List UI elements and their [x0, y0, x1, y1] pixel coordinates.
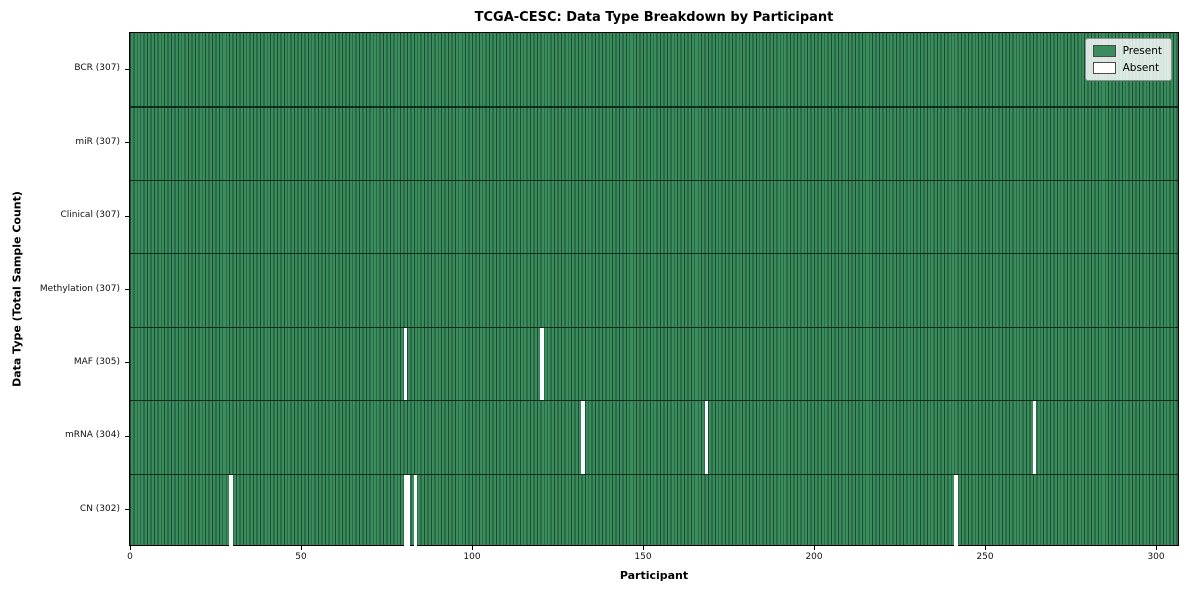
absent-gap-MAF-80	[403, 327, 408, 401]
absent-gap-mRNA-264	[1032, 401, 1037, 474]
xtick-label-250: 250	[976, 552, 994, 562]
ytick-label-mRNA: mRNA (304)	[65, 430, 120, 441]
absent-gap-CN-241	[954, 474, 958, 547]
xtick-label-300: 300	[1147, 552, 1165, 562]
x-axis-label: Participant	[619, 569, 689, 582]
xtick-mark	[130, 546, 131, 550]
absent-gap-CN-29	[229, 474, 233, 547]
absent-gap-CN-83	[413, 474, 418, 547]
xtick-label-200: 200	[805, 552, 823, 562]
absent-gap-CN-81	[407, 474, 411, 547]
legend: Present Absent	[1084, 38, 1172, 81]
ytick-mark	[124, 435, 129, 437]
absent-swatch	[1092, 62, 1116, 74]
absent-gap-mRNA-168	[704, 401, 708, 474]
legend-item-present: Present	[1092, 45, 1162, 57]
legend-item-absent: Absent	[1092, 62, 1162, 74]
absent-gap-CN-80	[403, 474, 408, 547]
y-axis-label: Data Type (Total Sample Count)	[10, 191, 24, 387]
xtick-mark	[643, 546, 645, 550]
legend-label-absent: Absent	[1122, 62, 1160, 74]
xtick-mark	[301, 546, 302, 550]
xtick-label-50: 50	[295, 552, 307, 562]
chart-title: TCGA-CESC: Data Type Breakdown by Partic…	[474, 10, 834, 25]
ytick-label-Clinical: Clinical (307)	[60, 210, 120, 221]
plot-area: Present Absent	[129, 32, 1179, 547]
absent-gap-mRNA-132	[581, 401, 585, 474]
xtick-label-0: 0	[127, 552, 133, 562]
row-divider	[130, 326, 1178, 328]
ytick-mark	[124, 289, 129, 290]
row-divider	[130, 400, 1178, 402]
ytick-mark	[124, 362, 129, 364]
xtick-mark	[472, 546, 474, 550]
ytick-mark	[124, 68, 129, 70]
row-divider	[130, 473, 1178, 475]
ytick-mark	[124, 509, 129, 511]
xtick-mark	[1156, 546, 1158, 550]
ytick-label-BCR: BCR (307)	[74, 63, 120, 74]
ytick-label-Methylation: Methylation (307)	[39, 283, 120, 294]
row-divider	[130, 253, 1178, 255]
ytick-mark	[124, 215, 129, 217]
xtick-mark	[985, 546, 987, 550]
xtick-mark	[814, 546, 816, 550]
ytick-label-CN: CN (302)	[79, 503, 120, 514]
row-divider	[130, 179, 1178, 182]
ytick-label-MAF: MAF (305)	[73, 356, 120, 367]
xtick-label-150: 150	[634, 552, 652, 562]
ytick-mark	[124, 142, 129, 144]
absent-gap-MAF-120	[540, 327, 544, 401]
legend-label-present: Present	[1122, 45, 1162, 57]
ytick-label-miR: miR (307)	[75, 136, 120, 147]
present-swatch	[1092, 45, 1116, 57]
xtick-label-100: 100	[463, 552, 481, 562]
row-divider	[130, 106, 1178, 108]
